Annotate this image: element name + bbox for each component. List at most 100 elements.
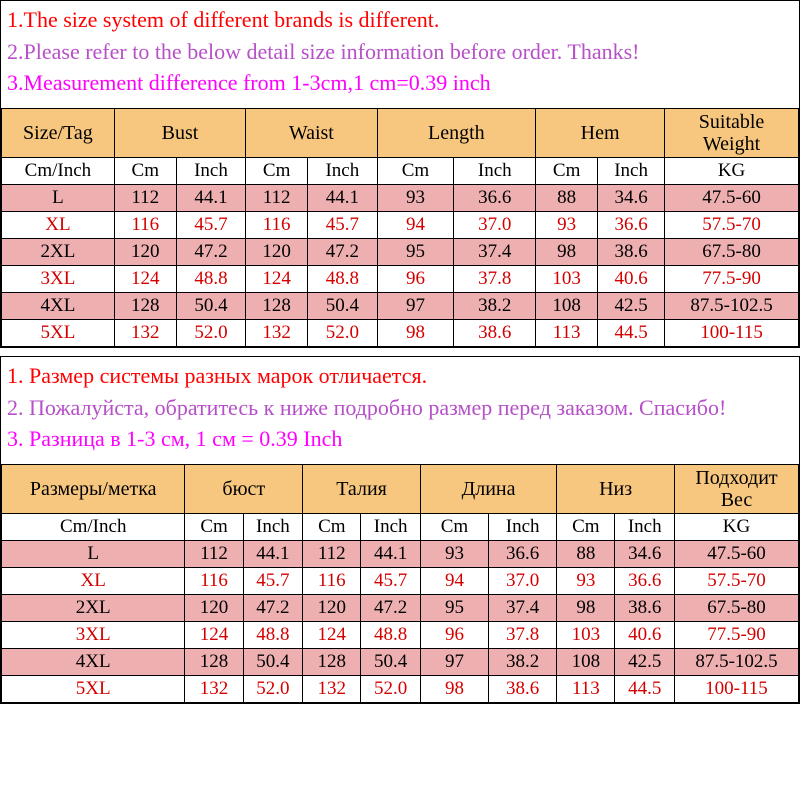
cell-bust_cm: 124 bbox=[185, 622, 243, 649]
unit-cm: Cm bbox=[377, 158, 454, 185]
cell-bust_cm: 124 bbox=[114, 266, 176, 293]
cell-waist_cm: 120 bbox=[246, 239, 308, 266]
cell-size: 2XL bbox=[2, 595, 185, 622]
table-row: 3XL12448.812448.89637.810340.677.5-90 bbox=[2, 266, 799, 293]
table-row: 5XL13252.013252.09838.611344.5100-115 bbox=[2, 676, 799, 703]
cell-len_in: 37.4 bbox=[454, 239, 536, 266]
cell-len_cm: 94 bbox=[377, 212, 454, 239]
cell-waist_in: 44.1 bbox=[308, 185, 377, 212]
cell-waist_in: 48.8 bbox=[361, 622, 420, 649]
cell-hem_cm: 113 bbox=[557, 676, 615, 703]
cell-hem_in: 38.6 bbox=[615, 595, 675, 622]
cell-len_in: 37.0 bbox=[489, 568, 557, 595]
cell-size: 4XL bbox=[2, 293, 115, 320]
table-row: 4XL12850.412850.49738.210842.587.5-102.5 bbox=[2, 649, 799, 676]
cell-size: 5XL bbox=[2, 320, 115, 347]
cell-len_in: 38.6 bbox=[454, 320, 536, 347]
cell-kg: 100-115 bbox=[674, 676, 798, 703]
hdr-size: Size/Tag bbox=[2, 109, 115, 158]
unit-cm: Cm bbox=[420, 514, 488, 541]
cell-bust_cm: 116 bbox=[114, 212, 176, 239]
cell-waist_cm: 124 bbox=[303, 622, 361, 649]
hdr-hem-ru: Низ bbox=[557, 465, 675, 514]
cell-len_cm: 96 bbox=[377, 266, 454, 293]
cell-size: 3XL bbox=[2, 622, 185, 649]
cell-hem_in: 40.6 bbox=[598, 266, 665, 293]
cell-hem_cm: 93 bbox=[536, 212, 598, 239]
cell-size: 4XL bbox=[2, 649, 185, 676]
cell-len_in: 36.6 bbox=[454, 185, 536, 212]
cell-len_in: 37.8 bbox=[489, 622, 557, 649]
notes-en: 1.The size system of different brands is… bbox=[1, 1, 799, 108]
cell-hem_in: 42.5 bbox=[598, 293, 665, 320]
cell-len_in: 38.6 bbox=[489, 676, 557, 703]
cell-waist_in: 47.2 bbox=[361, 595, 420, 622]
cell-len_cm: 95 bbox=[420, 595, 488, 622]
unit-kg: KG bbox=[665, 158, 799, 185]
cell-bust_in: 45.7 bbox=[176, 212, 245, 239]
cell-hem_in: 42.5 bbox=[615, 649, 675, 676]
cell-kg: 57.5-70 bbox=[665, 212, 799, 239]
cell-len_cm: 98 bbox=[420, 676, 488, 703]
cell-hem_cm: 108 bbox=[536, 293, 598, 320]
cell-bust_cm: 132 bbox=[185, 676, 243, 703]
cell-waist_in: 52.0 bbox=[361, 676, 420, 703]
table-row: XL11645.711645.79437.09336.657.5-70 bbox=[2, 212, 799, 239]
size-chart-en: 1.The size system of different brands is… bbox=[0, 0, 800, 348]
body-ru: L11244.111244.19336.68834.647.5-60XL1164… bbox=[2, 541, 799, 703]
cell-kg: 77.5-90 bbox=[665, 266, 799, 293]
unit-inch: Inch bbox=[176, 158, 245, 185]
cell-waist_cm: 132 bbox=[246, 320, 308, 347]
cell-len_in: 38.2 bbox=[454, 293, 536, 320]
header-row-en: Size/Tag Bust Waist Length Hem SuitableW… bbox=[2, 109, 799, 158]
size-table-ru: Размеры/метка бюст Талия Длина Низ Подхо… bbox=[1, 464, 799, 703]
cell-len_cm: 98 bbox=[377, 320, 454, 347]
table-row: 4XL12850.412850.49738.210842.587.5-102.5 bbox=[2, 293, 799, 320]
cell-bust_cm: 120 bbox=[185, 595, 243, 622]
cell-len_in: 38.2 bbox=[489, 649, 557, 676]
unit-inch: Inch bbox=[615, 514, 675, 541]
note-en-1: 1.The size system of different brands is… bbox=[7, 5, 793, 35]
cell-bust_cm: 112 bbox=[114, 185, 176, 212]
cell-waist_cm: 116 bbox=[303, 568, 361, 595]
hdr-weight-ru: ПодходитВес bbox=[674, 465, 798, 514]
cell-len_in: 36.6 bbox=[489, 541, 557, 568]
cell-len_in: 37.8 bbox=[454, 266, 536, 293]
cell-hem_in: 38.6 bbox=[598, 239, 665, 266]
cell-waist_cm: 112 bbox=[303, 541, 361, 568]
cell-hem_in: 40.6 bbox=[615, 622, 675, 649]
cell-bust_in: 47.2 bbox=[176, 239, 245, 266]
cell-size: XL bbox=[2, 568, 185, 595]
cell-len_cm: 97 bbox=[377, 293, 454, 320]
header-row-ru: Размеры/метка бюст Талия Длина Низ Подхо… bbox=[2, 465, 799, 514]
cell-hem_cm: 108 bbox=[557, 649, 615, 676]
cell-size: 2XL bbox=[2, 239, 115, 266]
cell-kg: 100-115 bbox=[665, 320, 799, 347]
cell-kg: 47.5-60 bbox=[674, 541, 798, 568]
hdr-bust: Bust bbox=[114, 109, 245, 158]
note-en-3: 3.Measurement difference from 1-3cm,1 cm… bbox=[7, 68, 793, 98]
cell-len_cm: 97 bbox=[420, 649, 488, 676]
cell-bust_in: 50.4 bbox=[243, 649, 303, 676]
note-ru-1: 1. Размер системы разных марок отличаетс… bbox=[7, 361, 793, 391]
cell-kg: 67.5-80 bbox=[674, 595, 798, 622]
cell-hem_in: 44.5 bbox=[598, 320, 665, 347]
cell-kg: 67.5-80 bbox=[665, 239, 799, 266]
note-en-2: 2.Please refer to the below detail size … bbox=[7, 37, 793, 67]
cell-hem_cm: 98 bbox=[557, 595, 615, 622]
hdr-bust-ru: бюст bbox=[185, 465, 303, 514]
cell-len_cm: 96 bbox=[420, 622, 488, 649]
cell-bust_cm: 120 bbox=[114, 239, 176, 266]
unit-cm: Cm bbox=[536, 158, 598, 185]
cell-waist_cm: 132 bbox=[303, 676, 361, 703]
unit-cm: Cm bbox=[185, 514, 243, 541]
cell-size: L bbox=[2, 185, 115, 212]
cell-size: 3XL bbox=[2, 266, 115, 293]
cell-size: XL bbox=[2, 212, 115, 239]
cell-len_cm: 93 bbox=[377, 185, 454, 212]
cell-waist_in: 50.4 bbox=[308, 293, 377, 320]
cell-size: L bbox=[2, 541, 185, 568]
cell-kg: 77.5-90 bbox=[674, 622, 798, 649]
hdr-length: Length bbox=[377, 109, 536, 158]
unit-row-en: Cm/Inch Cm Inch Cm Inch Cm Inch Cm Inch … bbox=[2, 158, 799, 185]
